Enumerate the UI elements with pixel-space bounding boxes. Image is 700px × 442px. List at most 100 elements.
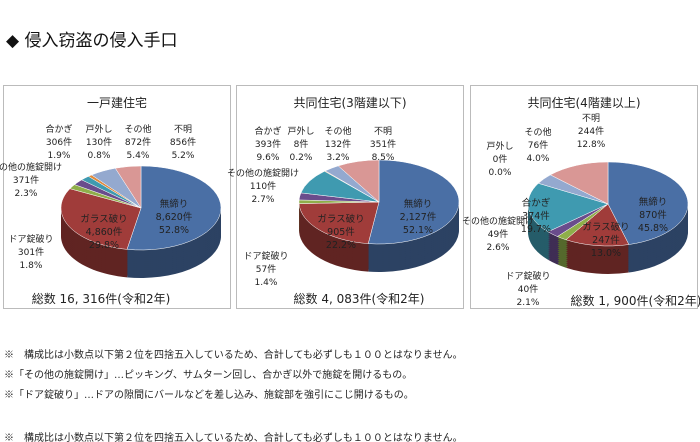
slice-category: 無締り bbox=[159, 199, 189, 210]
slice-category: 不明 bbox=[581, 114, 600, 124]
slice-category: 戸外し bbox=[486, 142, 514, 152]
slice-label: 不明 856件 5.2% bbox=[170, 124, 196, 163]
slice-percent: 13.0% bbox=[590, 248, 622, 259]
slice-category: 戸外し bbox=[287, 127, 315, 137]
slice-percent: 1.9% bbox=[47, 151, 71, 161]
slice-category: ガラス破り bbox=[317, 214, 365, 225]
slice-category: その他 bbox=[324, 127, 352, 137]
slice-label: ガラス破り 905件 22.2% bbox=[317, 213, 364, 252]
page-heading: ◆ 侵入窃盗の侵入手口 bbox=[6, 31, 178, 51]
slice-count: 40件 bbox=[517, 285, 539, 295]
slice-count: 247件 bbox=[592, 235, 620, 246]
slice-count: 49件 bbox=[487, 230, 509, 240]
pie-slice-2 bbox=[298, 201, 380, 244]
slice-count: 351件 bbox=[369, 140, 397, 150]
slice-percent: 0.8% bbox=[87, 151, 111, 161]
note-rounding-repeat: ※ 構成比は小数点以下第２位を四捨五入しているため、合計しても必ずしも１００とは… bbox=[4, 433, 463, 442]
slice-label: 不明 351件 8.5% bbox=[370, 126, 396, 165]
slice-count: 8,620件 bbox=[155, 212, 193, 223]
pie-slice-8 bbox=[114, 165, 142, 209]
slice-label: ドア錠破り 57件 1.4% bbox=[243, 251, 288, 290]
slice-label: その他 872件 5.4% bbox=[124, 124, 151, 163]
slice-category: ガラス破り bbox=[80, 214, 128, 225]
slice-label: 合かぎ 374件 19.7% bbox=[521, 197, 551, 236]
slice-count: 57件 bbox=[255, 265, 277, 275]
chart-title: 共同住宅(3階建以下) bbox=[293, 96, 407, 110]
slice-count: 0件 bbox=[492, 155, 508, 165]
pie-slice-2 bbox=[565, 203, 630, 247]
slice-category: ドア錠破り bbox=[505, 272, 551, 282]
slice-category: 合かぎ bbox=[521, 198, 551, 209]
slice-label: その他 76件 4.0% bbox=[524, 127, 551, 166]
slice-category: 無締り bbox=[638, 197, 668, 208]
slice-label: 戸外し 8件 0.2% bbox=[287, 126, 314, 165]
slice-percent: 52.8% bbox=[158, 225, 190, 236]
slice-count: 8件 bbox=[293, 140, 309, 150]
slice-count: 870件 bbox=[639, 210, 667, 221]
pie-svg bbox=[527, 161, 689, 274]
pie-chart-1: 一戸建住宅無締り 8,620件 52.8% ガラス破り 4,860件 29.8% ドア錠破り… bbox=[0, 85, 231, 309]
pie-svg bbox=[60, 165, 222, 278]
pie-svg bbox=[298, 159, 460, 272]
pie-slice-1 bbox=[126, 165, 222, 251]
slice-category: その他の施錠開け bbox=[0, 163, 63, 173]
chart-title: 共同住宅(4階建以上) bbox=[527, 96, 641, 110]
slice-count: 301件 bbox=[17, 248, 45, 258]
slice-category: ガラス破り bbox=[582, 222, 630, 233]
slice-percent: 9.6% bbox=[256, 153, 280, 163]
slice-count: 76件 bbox=[527, 141, 549, 151]
slice-percent: 2.7% bbox=[251, 195, 275, 205]
slice-category: 不明 bbox=[173, 125, 192, 135]
slice-label: その他 132件 3.2% bbox=[324, 126, 351, 165]
slice-category: 無締り bbox=[403, 199, 433, 210]
slice-count: 132件 bbox=[324, 140, 352, 150]
slice-percent: 8.5% bbox=[371, 153, 395, 163]
slice-category: 合かぎ bbox=[254, 127, 282, 137]
chart-total: 総数 16, 316件(令和2年) bbox=[31, 292, 171, 306]
slice-percent: 19.7% bbox=[520, 224, 552, 235]
slice-count: 371件 bbox=[12, 176, 40, 186]
slice-percent: 52.1% bbox=[402, 225, 434, 236]
slice-count: 110件 bbox=[249, 182, 277, 192]
note-rounding: ※ 構成比は小数点以下第２位を四捨五入しているため、合計しても必ずしも１００とは… bbox=[4, 350, 463, 361]
slice-percent: 2.6% bbox=[486, 243, 510, 253]
chart-total: 総数 4, 083件(令和2年) bbox=[293, 292, 425, 306]
chart-title: 一戸建住宅 bbox=[86, 96, 147, 110]
pie-slice-8 bbox=[549, 161, 609, 205]
slice-count: 905件 bbox=[327, 227, 355, 238]
slice-percent: 1.8% bbox=[19, 261, 43, 271]
slice-label: ガラス破り 4,860件 29.8% bbox=[80, 213, 127, 252]
slice-count: 872件 bbox=[124, 138, 152, 148]
slice-label: 合かぎ 393件 9.6% bbox=[254, 126, 281, 165]
slice-count: 393件 bbox=[254, 140, 282, 150]
slice-percent: 2.3% bbox=[14, 189, 38, 199]
slice-category: 不明 bbox=[373, 127, 392, 137]
slice-label: 無締り 870件 45.8% bbox=[638, 196, 668, 235]
pie-slice-8 bbox=[337, 159, 380, 203]
slice-label: その他の施錠開け 371件 2.3% bbox=[0, 162, 62, 201]
slice-count: 306件 bbox=[45, 138, 73, 148]
chart-total: 総数 1, 900件(令和2年) bbox=[570, 294, 700, 308]
slice-label: ドア錠破り 301件 1.8% bbox=[8, 234, 53, 273]
slice-label: 合かぎ 306件 1.9% bbox=[45, 124, 72, 163]
slice-percent: 5.4% bbox=[126, 151, 150, 161]
slice-percent: 5.2% bbox=[171, 151, 195, 161]
slice-label: その他の施錠開け 110件 2.7% bbox=[227, 168, 299, 207]
note-door-lock: ※「ドア錠破り」…ドアの隙間にバールなどを差し込み、施錠部を強引にこじ開けるもの… bbox=[4, 390, 414, 401]
slice-percent: 12.8% bbox=[576, 140, 606, 150]
slice-percent: 45.8% bbox=[637, 223, 669, 234]
slice-category: 合かぎ bbox=[45, 125, 73, 135]
slice-label: その他の施錠開け 49件 2.6% bbox=[462, 216, 534, 255]
slice-percent: 1.4% bbox=[254, 278, 278, 288]
slice-count: 2,127件 bbox=[399, 212, 437, 223]
slice-category: ドア錠破り bbox=[8, 235, 54, 245]
slice-category: その他 bbox=[124, 125, 152, 135]
slice-count: 374件 bbox=[522, 211, 550, 222]
pie-chart-3: 共同住宅(4階建以上) 無締り 870件 45.8% ガラス破り 247件 13.0% ドア錠… bbox=[462, 85, 700, 310]
pie-slice-1 bbox=[367, 159, 460, 245]
slice-percent: 4.0% bbox=[526, 154, 550, 164]
slice-count: 130件 bbox=[85, 138, 113, 148]
slice-label: 無締り 8,620件 52.8% bbox=[156, 198, 193, 237]
slice-label: ドア錠破り 40件 2.1% bbox=[505, 271, 550, 310]
